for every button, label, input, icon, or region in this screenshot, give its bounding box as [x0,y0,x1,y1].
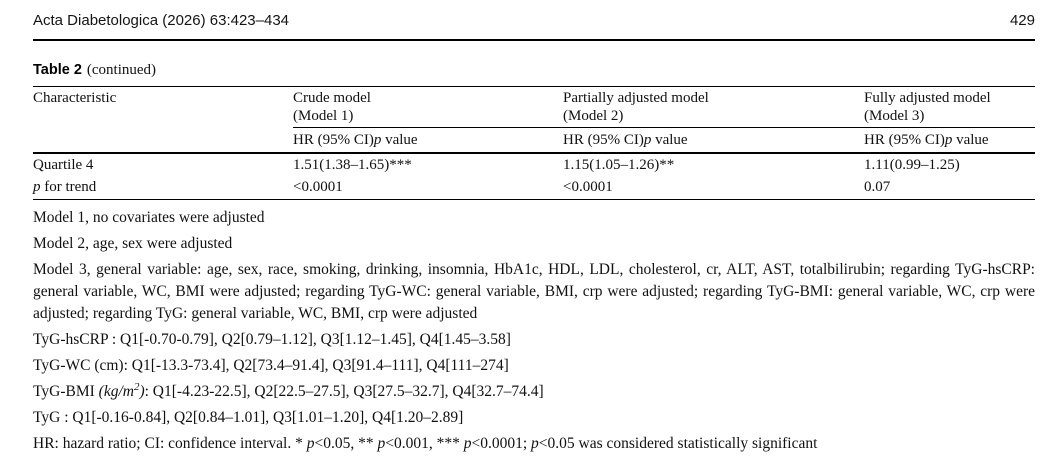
column-header-partially-adjusted-model: Partially adjusted model (Model 2) [563,86,864,128]
cell-partial-value: <0.0001 [563,176,864,200]
table-row-quartile-4: Quartile 4 1.51(1.38–1.65)*** 1.15(1.05–… [33,153,1035,176]
subheader-hr-ci-1: HR (95% CI)p value [293,127,563,154]
model-header-row: Characteristic Crude model (Model 1) Par… [33,86,1035,154]
table-caption: Table 2 (continued) [33,61,1035,79]
model-name: Crude model [293,90,371,106]
footnote-model-1: Model 1, no covariates were adjusted [33,209,265,226]
results-table: Characteristic Crude model (Model 1) Par… [33,86,1035,200]
table-caption-label: Table 2 [33,62,82,78]
footnote-model-2: Model 2, age, sex were adjusted [33,235,233,252]
table-footnotes: Model 1, no covariates were adjusted Mod… [33,207,1035,455]
page-number: 429 [1009,12,1035,29]
column-header-characteristic: Characteristic [33,86,293,154]
row-label: p for trend [33,176,293,200]
footnote-abbreviations-significance: HR: hazard ratio; CI: confidence interva… [33,435,818,452]
model-sub: (Model 2) [563,108,624,124]
column-header-fully-adjusted-model: Fully adjusted model (Model 3) [864,86,1035,128]
model-sub: (Model 1) [293,108,354,124]
table-caption-continued: (continued) [86,62,157,78]
footnote-tyg-wc-quartiles: TyG-WC (cm): Q1[-13.3-73.4], Q2[73.4–91.… [33,357,509,374]
subheader-hr-ci-2: HR (95% CI)p value [563,127,864,154]
header-rule [33,39,1035,41]
table-row-p-for-trend: p for trend <0.0001 <0.0001 0.07 [33,176,1035,200]
cell-full-value: 1.11(0.99–1.25) [864,157,960,173]
cell-full-value: 0.07 [864,176,1035,200]
model-sub: (Model 3) [864,108,925,124]
model-name: Partially adjusted model [563,90,709,106]
row-label: Quartile 4 [33,157,94,173]
cell-crude-value: <0.0001 [293,176,563,200]
journal-citation: Acta Diabetologica (2026) 63:423–434 [33,12,290,29]
results-table-header: Characteristic Crude model (Model 1) Par… [33,86,1035,154]
footnote-model-3: Model 3, general variable: age, sex, rac… [33,261,1035,322]
subheader-row: HR (95% CI)p value HR (95% CI)p value HR… [33,127,1035,154]
cell-partial-value: 1.15(1.05–1.26)** [563,157,675,173]
column-header-crude-model: Crude model (Model 1) [293,86,563,128]
running-head: Acta Diabetologica (2026) 63:423–434 429 [33,12,1035,30]
footnote-tyg-hscrp-quartiles: TyG-hsCRP : Q1[-0.70-0.79], Q2[0.79–1.12… [33,331,511,348]
footnote-tyg-quartiles: TyG : Q1[-0.16-0.84], Q2[0.84–1.01], Q3[… [33,409,464,426]
subheader-hr-ci-3: HR (95% CI)p value [864,127,1035,154]
footnote-tyg-bmi-quartiles: TyG-BMI (kg/m2): Q1[-4.23-22.5], Q2[22.5… [33,380,544,400]
results-table-body: Quartile 4 1.51(1.38–1.65)*** 1.15(1.05–… [33,153,1035,200]
model-name: Fully adjusted model [864,90,991,106]
cell-crude-value: 1.51(1.38–1.65)*** [293,157,412,173]
